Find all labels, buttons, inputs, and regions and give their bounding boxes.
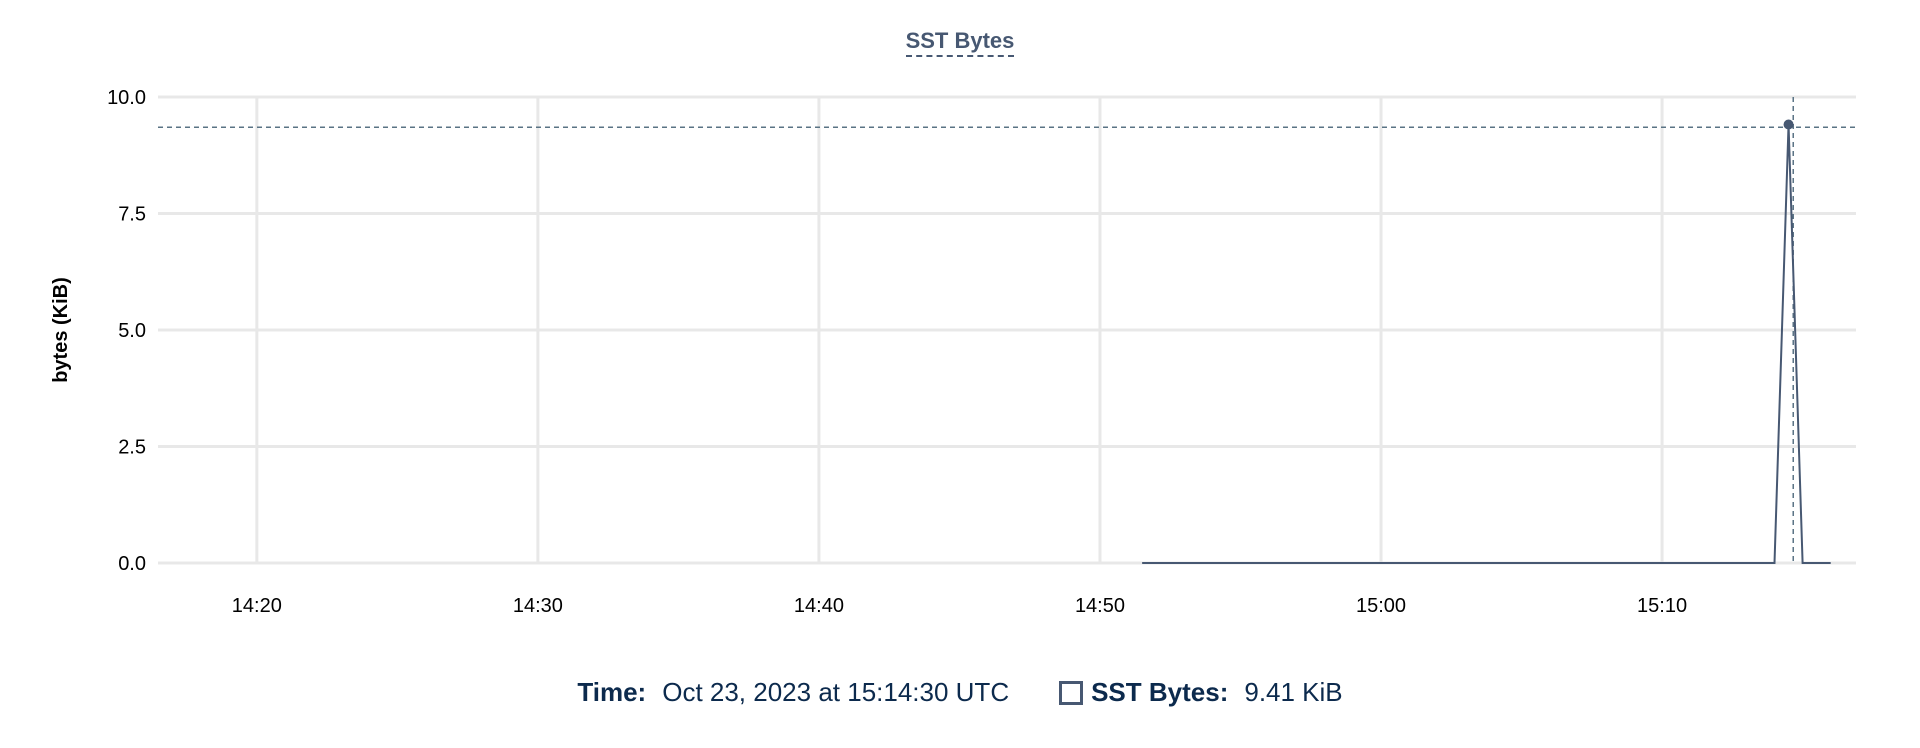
x-tick-label: 14:30	[513, 595, 563, 617]
x-tick-label: 14:50	[1075, 595, 1125, 617]
x-tick-label: 14:40	[794, 595, 844, 617]
y-tick-label: 7.5	[118, 204, 146, 226]
chart[interactable]: 0.0 2.5 5.0 7.5 10.0 14:20 14:30 14:40 14:50 15:0…	[0, 0, 1920, 650]
series-value: 9.41 KiB	[1244, 677, 1343, 707]
y-tick-label: 0.0	[118, 553, 146, 575]
x-tick-label: 14:20	[232, 595, 282, 617]
chart-title-text: SST Bytes	[905, 28, 1015, 57]
legend: Time: Oct 23, 2023 at 15:14:30 UTC SST B…	[0, 677, 1920, 708]
x-tick-label: 15:00	[1356, 595, 1406, 617]
time-label: Time:	[577, 677, 647, 707]
chart-title[interactable]: SST Bytes	[0, 28, 1920, 57]
series-label: SST Bytes:	[1091, 677, 1229, 707]
y-axis-label: bytes (KiB)	[50, 277, 72, 383]
y-tick-label: 10.0	[107, 87, 146, 109]
hover-point	[1783, 119, 1794, 130]
y-tick-label: 2.5	[118, 437, 146, 459]
y-tick-label: 5.0	[118, 320, 146, 342]
x-tick-label: 15:10	[1637, 595, 1687, 617]
time-value: Oct 23, 2023 at 15:14:30 UTC	[662, 677, 1010, 707]
series-toggle-checkbox[interactable]	[1059, 680, 1084, 705]
series-line	[1142, 124, 1831, 564]
